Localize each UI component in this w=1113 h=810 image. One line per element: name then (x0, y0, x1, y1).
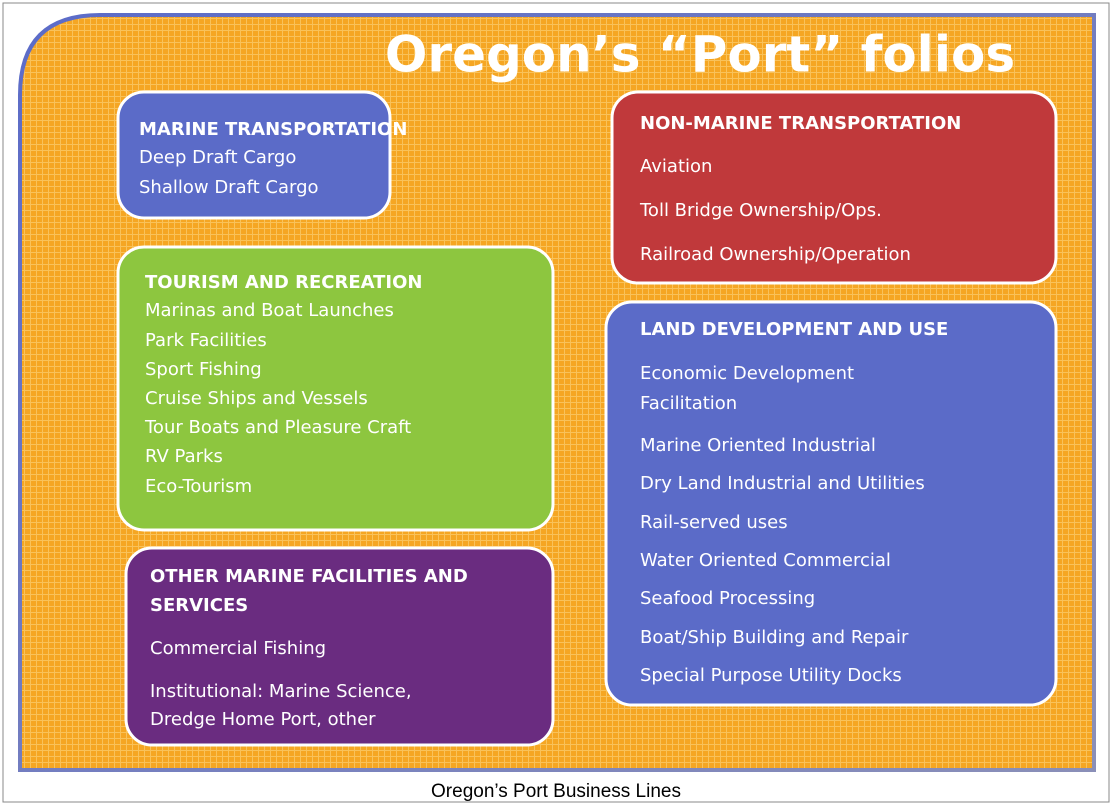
category-item: Railroad Ownership/Operation (640, 244, 911, 265)
category-item: Deep Draft Cargo (139, 147, 296, 168)
category-heading: TOURISM AND RECREATION (145, 272, 423, 293)
category-item: Shallow Draft Cargo (139, 177, 319, 198)
category-item: Aviation (640, 156, 712, 177)
category-item: Economic Development (640, 363, 854, 384)
category-item: Cruise Ships and Vessels (145, 388, 368, 409)
category-heading: MARINE TRANSPORTATION (139, 119, 407, 140)
category-item: Water Oriented Commercial (640, 550, 891, 571)
category-item: Tour Boats and Pleasure Craft (144, 417, 411, 438)
category-item: Facilitation (640, 393, 737, 414)
category-heading: NON-MARINE TRANSPORTATION (640, 113, 961, 134)
category-box (116, 90, 392, 220)
category-item: Institutional: Marine Science, (150, 681, 412, 702)
category-item: Eco-Tourism (145, 476, 252, 497)
caption: Oregon’s Port Business Lines (431, 781, 681, 802)
category-heading: LAND DEVELOPMENT AND USE (640, 319, 948, 340)
category-item: Sport Fishing (145, 359, 262, 380)
category-item: Dry Land Industrial and Utilities (640, 473, 925, 494)
category-item: Rail-served uses (640, 512, 788, 533)
category-item: Marinas and Boat Launches (145, 300, 394, 321)
category-box (116, 245, 555, 532)
title: Oregon’s “Port” folios (385, 26, 1015, 84)
category-heading: SERVICES (150, 595, 248, 616)
category-item: Commercial Fishing (150, 638, 326, 659)
category-item: Seafood Processing (640, 588, 815, 609)
category-item: Special Purpose Utility Docks (640, 665, 902, 686)
category-box (610, 90, 1058, 285)
category-item: Marine Oriented Industrial (640, 435, 876, 456)
category-item: RV Parks (145, 446, 223, 467)
category-box (124, 546, 555, 747)
category-item: Dredge Home Port, other (150, 709, 376, 730)
category-box (604, 300, 1058, 707)
category-heading: OTHER MARINE FACILITIES AND (150, 566, 468, 587)
category-item: Boat/Ship Building and Repair (640, 627, 909, 648)
category-item: Park Facilities (145, 330, 267, 351)
category-item: Toll Bridge Ownership/Ops. (639, 200, 882, 221)
